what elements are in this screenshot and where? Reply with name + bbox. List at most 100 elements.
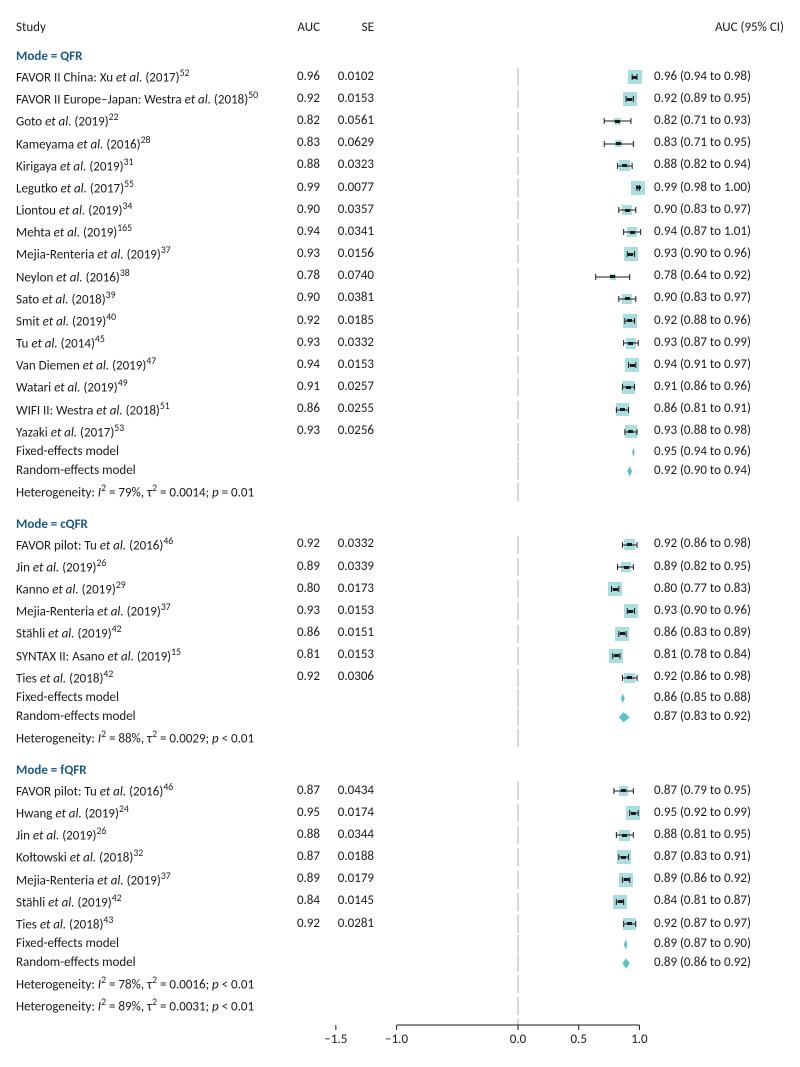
study-auc: 0.83 bbox=[276, 134, 326, 153]
effect-ci: 0.95 (0.94 to 0.96) bbox=[654, 443, 784, 462]
plot-cell bbox=[382, 90, 654, 108]
study-auc: 0.86 bbox=[276, 400, 326, 419]
study-auc: 0.93 bbox=[276, 245, 326, 264]
study-row: FAVOR II China: Xu et al. (2017)520.960.… bbox=[16, 66, 784, 88]
study-auc: 0.93 bbox=[276, 334, 326, 353]
study-ci: 0.92 (0.86 to 0.98) bbox=[654, 535, 784, 554]
effect-ci: 0.89 (0.87 to 0.90) bbox=[654, 935, 784, 954]
study-row: Mejia-Renteria et al. (2019)370.930.0153… bbox=[16, 600, 784, 622]
study-auc: 0.80 bbox=[276, 580, 326, 599]
plot-cell bbox=[382, 915, 654, 933]
study-auc: 0.89 bbox=[276, 558, 326, 577]
study-ci: 0.92 (0.88 to 0.96) bbox=[654, 312, 784, 331]
study-row: Hwang et al. (2019)240.950.01740.95 (0.9… bbox=[16, 802, 784, 824]
study-label: Legutko et al. (2017)55 bbox=[16, 177, 276, 199]
plot-cell bbox=[382, 462, 654, 480]
study-ci: 0.99 (0.98 to 1.00) bbox=[654, 179, 784, 198]
study-row: Jin et al. (2019)260.880.03440.88 (0.81 … bbox=[16, 824, 784, 846]
study-row: Kameyama et al. (2016)280.830.06290.83 (… bbox=[16, 133, 784, 155]
study-row: Goto et al. (2019)220.820.05610.82 (0.71… bbox=[16, 110, 784, 132]
study-ci: 0.93 (0.88 to 0.98) bbox=[654, 422, 784, 441]
study-se: 0.0173 bbox=[326, 580, 382, 599]
study-row: FAVOR II Europe–Japan: Westra et al. (20… bbox=[16, 88, 784, 110]
study-se: 0.0339 bbox=[326, 558, 382, 577]
study-label: Ties et al. (2018)43 bbox=[16, 913, 276, 935]
study-ci: 0.81 (0.78 to 0.84) bbox=[654, 646, 784, 665]
axis-tick-label: −1.0 bbox=[385, 1031, 408, 1050]
effect-label: Random-effects model bbox=[16, 708, 276, 727]
study-auc: 0.93 bbox=[276, 602, 326, 621]
study-se: 0.0077 bbox=[326, 179, 382, 198]
study-auc: 0.96 bbox=[276, 68, 326, 87]
study-ci: 0.78 (0.64 to 0.92) bbox=[654, 267, 784, 286]
study-row: Yazaki et al. (2017)530.930.02560.93 (0.… bbox=[16, 421, 784, 443]
study-ci: 0.95 (0.92 to 0.99) bbox=[654, 804, 784, 823]
study-auc: 0.84 bbox=[276, 892, 326, 911]
study-label: Mejia-Renteria et al. (2019)37 bbox=[16, 869, 276, 891]
study-ci: 0.92 (0.86 to 0.98) bbox=[654, 668, 784, 687]
plot-cell bbox=[382, 290, 654, 308]
study-row: Neylon et al. (2016)380.780.07400.78 (0.… bbox=[16, 266, 784, 288]
study-ci: 0.88 (0.82 to 0.94) bbox=[654, 156, 784, 175]
study-row: Smit et al. (2019)400.920.01850.92 (0.88… bbox=[16, 310, 784, 332]
study-ci: 0.82 (0.71 to 0.93) bbox=[654, 112, 784, 131]
plot-cell bbox=[382, 935, 654, 953]
study-se: 0.0323 bbox=[326, 156, 382, 175]
study-ci: 0.93 (0.90 to 0.96) bbox=[654, 245, 784, 264]
plot-cell bbox=[382, 68, 654, 86]
axis-tick-label: 0.0 bbox=[510, 1031, 526, 1050]
study-ci: 0.87 (0.79 to 0.95) bbox=[654, 782, 784, 801]
study-auc: 0.92 bbox=[276, 535, 326, 554]
study-se: 0.0561 bbox=[326, 112, 382, 131]
study-se: 0.0153 bbox=[326, 90, 382, 109]
study-se: 0.0332 bbox=[326, 334, 382, 353]
study-label: Kanno et al. (2019)29 bbox=[16, 578, 276, 600]
plot-cell bbox=[382, 708, 654, 726]
plot-cell bbox=[382, 975, 654, 993]
header-ci: AUC (95% CI) bbox=[654, 20, 784, 35]
plot-cell bbox=[382, 689, 654, 707]
plot-cell bbox=[382, 602, 654, 620]
study-auc: 0.90 bbox=[276, 201, 326, 220]
study-label: Neylon et al. (2016)38 bbox=[16, 266, 276, 288]
group-header: Mode = QFR bbox=[16, 49, 784, 64]
plot-cell bbox=[382, 334, 654, 352]
study-auc: 0.92 bbox=[276, 915, 326, 934]
effect-label: Random-effects model bbox=[16, 954, 276, 973]
heterogeneity-row: Heterogeneity: I2 = 78%, τ2 = 0.0016; p … bbox=[16, 973, 784, 995]
plot-cell bbox=[382, 312, 654, 330]
study-ci: 0.80 (0.77 to 0.83) bbox=[654, 580, 784, 599]
effect-ci: 0.89 (0.86 to 0.92) bbox=[654, 954, 784, 973]
study-ci: 0.89 (0.82 to 0.95) bbox=[654, 558, 784, 577]
study-label: Jin et al. (2019)26 bbox=[16, 556, 276, 578]
study-row: Jin et al. (2019)260.890.0339 0.89 (0.82 … bbox=[16, 556, 784, 578]
study-se: 0.0153 bbox=[326, 602, 382, 621]
study-auc: 0.93 bbox=[276, 422, 326, 441]
study-se: 0.0102 bbox=[326, 68, 382, 87]
plot-cell bbox=[382, 871, 654, 889]
study-label: FAVOR II China: Xu et al. (2017)52 bbox=[16, 66, 276, 88]
study-auc: 0.92 bbox=[276, 90, 326, 109]
plot-cell bbox=[382, 378, 654, 396]
plot-cell bbox=[382, 647, 654, 665]
study-auc: 0.89 bbox=[276, 870, 326, 889]
study-label: FAVOR II Europe–Japan: Westra et al. (20… bbox=[16, 88, 276, 110]
plot-cell bbox=[382, 580, 654, 598]
study-auc: 0.81 bbox=[276, 646, 326, 665]
study-auc: 0.88 bbox=[276, 826, 326, 845]
study-label: Stähli et al. (2019)42 bbox=[16, 891, 276, 913]
effect-label: Fixed-effects model bbox=[16, 935, 276, 954]
study-auc: 0.82 bbox=[276, 112, 326, 131]
study-se: 0.0145 bbox=[326, 892, 382, 911]
study-se: 0.0341 bbox=[326, 223, 382, 242]
study-se: 0.0332 bbox=[326, 535, 382, 554]
study-ci: 0.91 (0.86 to 0.96) bbox=[654, 378, 784, 397]
study-row: Stähli et al. (2019)420.840.01450.84 (0.… bbox=[16, 891, 784, 913]
study-ci: 0.93 (0.90 to 0.96) bbox=[654, 602, 784, 621]
study-se: 0.0153 bbox=[326, 646, 382, 665]
group-header: Mode = cQFR bbox=[16, 517, 784, 532]
plot-cell bbox=[382, 443, 654, 461]
study-row: FAVOR pilot: Tu et al. (2016)460.920.033… bbox=[16, 534, 784, 556]
study-ci: 0.94 (0.87 to 1.01) bbox=[654, 223, 784, 242]
plot-cell bbox=[382, 804, 654, 822]
